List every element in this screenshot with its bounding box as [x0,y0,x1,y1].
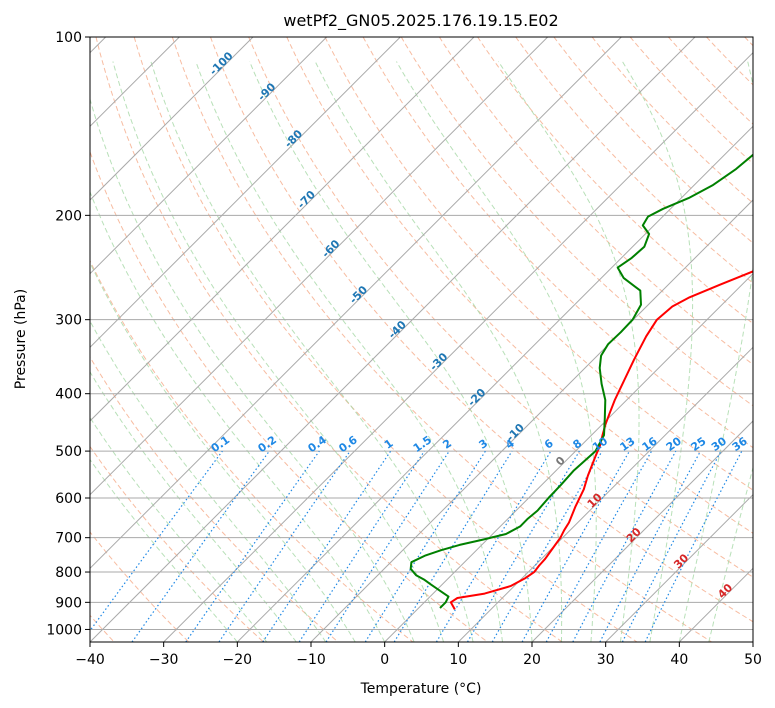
y-tick-label: 100 [55,30,82,46]
chart-title: wetPf2_GN05.2025.176.19.15.E02 [283,11,558,31]
x-tick-label: 10 [449,652,467,668]
mixing-ratio-line [218,450,351,642]
y-tick-label: 1000 [46,622,82,638]
moist-adiabat [90,320,327,642]
moist-adiabat [396,61,597,642]
dry-adiabat [629,37,753,165]
y-tick-label: 900 [55,595,82,611]
mixing-ratio-line [545,450,653,642]
x-tick-label: −10 [296,652,326,668]
x-axis-title: Temperature (°C) [360,681,482,697]
mixing-ratio-line [572,450,677,642]
moist-adiabat [90,261,356,642]
plot-frame [89,36,754,643]
dry-adiabat [515,37,753,284]
y-tick-label: 300 [55,313,82,329]
x-tick-label: −30 [149,652,179,668]
axis-ticks: −40 −30 −20 −10 0 10 20 30 40 50 100 200 300 400 500 60… [46,30,762,668]
dry-adiabat [90,259,414,642]
mixing-ratio-line [90,450,223,632]
dry-adiabat [90,445,264,642]
skewed-isotherm [90,37,475,422]
skewed-isotherm [384,272,753,642]
mixing-ratio-line [644,450,743,642]
mixing-ratio-line [185,450,320,642]
dry-adiabat [95,37,563,642]
skewed-isotherm [605,493,753,642]
y-tick-label: 800 [55,565,82,581]
moist-adiabat [90,190,386,642]
x-tick-label: 20 [523,652,541,668]
mixing-ratio-line [298,450,425,642]
dry-adiabat [248,37,753,578]
dry-adiabat [400,37,753,407]
sounding-series [409,153,753,610]
background-lines [90,37,753,642]
dry-adiabat [133,37,638,642]
y-tick-label: 700 [55,531,82,547]
skewed-isotherm [236,125,753,642]
x-tick-label: 30 [597,652,615,668]
x-tick-label: 40 [670,652,688,668]
moist-adiabat [195,61,503,642]
mixing-ratio-line [131,450,270,642]
skewed-isotherm [531,420,753,642]
dry-adiabat [286,37,753,534]
dewpoint-line [409,153,753,609]
dry-adiabat [171,37,712,642]
mixing-ratio-line [393,450,513,642]
mixing-ratio-line [325,450,450,642]
skewed-isotherm [90,37,622,570]
x-tick-label: −20 [223,652,253,668]
skewed-isotherm [90,37,328,275]
y-axis-title: Pressure (hPa) [13,289,29,389]
dry-adiabat [90,356,339,642]
dry-adiabat [438,37,753,366]
dry-adiabat [324,37,753,491]
skewed-isotherm [90,37,254,201]
moist-adiabat [112,61,445,642]
moist-adiabat [249,61,533,642]
moist-adiabat [621,61,694,642]
skewed-isotherm [90,37,401,349]
moist-adiabat [150,61,474,642]
skewed-isotherm [90,37,549,496]
skewed-isotherm [457,346,753,642]
x-tick-label: −40 [75,652,105,668]
mixing-ratio-line [262,450,392,642]
moist-adiabat [708,465,753,642]
y-tick-label: 500 [55,444,82,460]
moist-adiabat [497,61,640,642]
moist-adiabat [678,61,753,642]
dry-adiabat [553,37,753,244]
y-tick-label: 200 [55,208,82,224]
y-tick-label: 400 [55,387,82,403]
skewed-isotherm [163,51,753,642]
skewed-isotherm [90,37,696,642]
moist-adiabat [90,370,297,642]
x-tick-label: 0 [380,652,389,668]
temperature-line [449,270,753,610]
moist-adiabat [314,61,563,642]
y-tick-label: 600 [55,491,82,507]
mixing-ratio-line [521,450,631,642]
dry-adiabat [210,37,753,623]
x-tick-label: 50 [744,652,762,668]
moist-adiabat [90,97,415,642]
